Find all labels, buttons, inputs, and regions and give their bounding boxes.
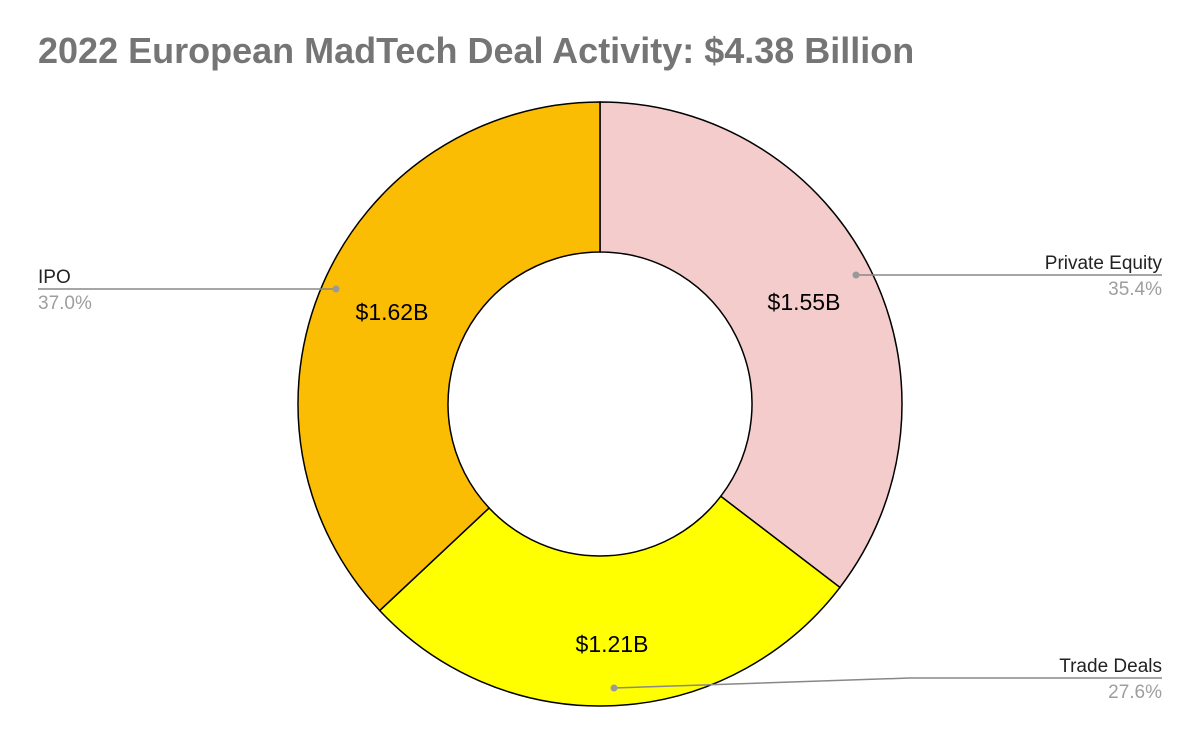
value-label-ipo: $1.62B (356, 299, 429, 325)
callout-dot-private-equity (852, 271, 860, 279)
callout-dot-ipo (332, 285, 340, 293)
legend-percent-private-equity: 35.4% (1108, 279, 1162, 300)
legend-name-private-equity: Private Equity (1045, 253, 1163, 274)
slice-private-equity (599, 101, 903, 589)
value-label-private-equity: $1.55B (768, 289, 841, 315)
legend-percent-trade-deals: 27.6% (1108, 682, 1162, 703)
chart-title: 2022 European MadTech Deal Activity: $4.… (38, 30, 915, 71)
slice-ipo (297, 101, 601, 612)
callout-line-trade-deals (613, 677, 1162, 689)
legend-percent-ipo: 37.0% (38, 293, 92, 314)
callout-dot-trade-deals (610, 684, 618, 692)
value-labels: $1.55B $1.21B $1.62B (356, 289, 841, 657)
legend-name-trade-deals: Trade Deals (1059, 656, 1162, 677)
slices (297, 101, 903, 707)
slice-trade-deals (378, 495, 841, 707)
value-label-trade-deals: $1.21B (576, 631, 649, 657)
callouts: Private Equity 35.4% Trade Deals 27.6% IPO 37… (38, 253, 1162, 703)
legend-name-ipo: IPO (38, 267, 71, 288)
